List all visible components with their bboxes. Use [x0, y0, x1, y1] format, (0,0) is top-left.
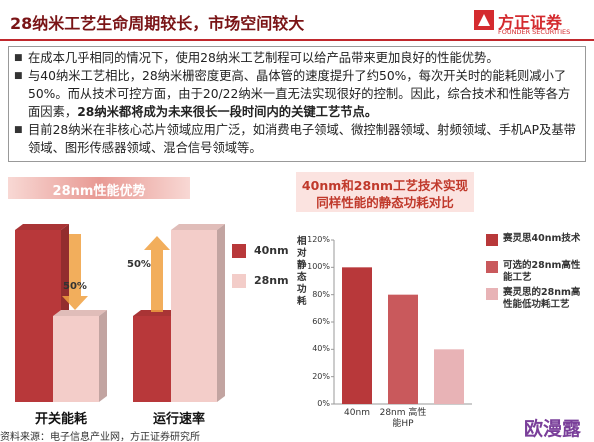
bar-side [217, 224, 225, 402]
logo-subtext: FOUNDER SECURITIES [498, 28, 571, 36]
bar [53, 316, 99, 402]
change-arrow [144, 236, 170, 312]
y-tick-label: 120% [307, 235, 330, 244]
bullet-text: 与40纳米工艺相比，28纳米栅密度更高、晶体管的速度提升了约50%，每次开关时的… [28, 69, 571, 119]
logo-mark [478, 14, 490, 26]
y-tick-label: 80% [312, 289, 330, 299]
bullet-emphasis: 28纳米都将成为未来很长一段时间内的关键工艺节点。 [77, 105, 378, 119]
bullet: 与40纳米工艺相比，28纳米栅密度更高、晶体管的速度提升了约50%，每次开关时的… [14, 67, 580, 121]
chart-title: 28nm性能优势 [52, 184, 146, 199]
y-tick-label: 60% [312, 317, 330, 326]
x-tick-label: 开关能耗 [34, 412, 87, 427]
bullet-text: 目前28纳米在非核心芯片领域应用广泛，如消费电子领域、微控制器领域、射频领域、手… [28, 123, 576, 155]
bullet-text: 在成本几乎相同的情况下，使用28纳米工艺制程可以给产品带来更加良好的性能优势。 [28, 51, 499, 65]
change-arrow [62, 234, 88, 310]
title-banner [296, 172, 474, 212]
header-rule [0, 39, 594, 41]
legend-label: 28nm [254, 274, 289, 287]
bullet: 目前28纳米在非核心芯片领域应用广泛，如消费电子领域、微控制器领域、射频领域、手… [14, 121, 580, 157]
legend-swatch [232, 274, 246, 288]
bar [388, 294, 418, 404]
chart-title: 同样性能的静态功耗对比 [316, 195, 454, 210]
bar [434, 349, 464, 404]
bullet-box: 在成本几乎相同的情况下，使用28纳米工艺制程可以给产品带来更加良好的性能优势。与… [8, 46, 586, 162]
legend-label: 可选的28nm高性能工艺 [503, 260, 581, 283]
y-axis-label: 相对静态功耗 [297, 236, 307, 307]
logo-text: 方正证券 [498, 13, 563, 32]
legend-swatch [232, 244, 246, 258]
x-tick-label: 40nm [344, 408, 370, 418]
title-banner [8, 177, 190, 199]
bar-top [53, 310, 107, 316]
legend-swatch [486, 234, 498, 246]
x-tick-label: 28nm 高性能HP [379, 408, 427, 429]
bar-side [99, 310, 107, 402]
bullet: 在成本几乎相同的情况下，使用28纳米工艺制程可以给产品带来更加良好的性能优势。 [14, 49, 580, 67]
chart-title: 40nm和28nm工艺技术实现 [301, 178, 469, 193]
y-tick-label: 40% [312, 344, 330, 354]
source-note: 资料来源：电子信息产业网，方正证券研究所 [0, 432, 200, 442]
y-tick-label: 100% [307, 262, 330, 272]
watermark: 欧漫露 [524, 418, 582, 440]
y-tick-label: 20% [312, 371, 330, 381]
legend-label: 赛灵思40nm技术 [503, 233, 581, 244]
bar [342, 267, 372, 404]
annotation: 50% [127, 259, 151, 270]
bar-top [171, 224, 225, 230]
annotation: 50% [63, 281, 87, 292]
bar [171, 230, 217, 402]
legend-label: 40nm [254, 244, 289, 257]
legend-swatch [486, 288, 498, 300]
y-tick-label: 0% [317, 399, 330, 408]
x-tick-label: 运行速率 [152, 412, 205, 427]
bar-top [15, 224, 69, 230]
slide-title: 28纳米工艺生命周期较长，市场空间较大 [10, 14, 305, 33]
legend-swatch [486, 261, 498, 273]
legend-label: 赛灵思的28nm高性能低功耗工艺 [503, 287, 581, 310]
